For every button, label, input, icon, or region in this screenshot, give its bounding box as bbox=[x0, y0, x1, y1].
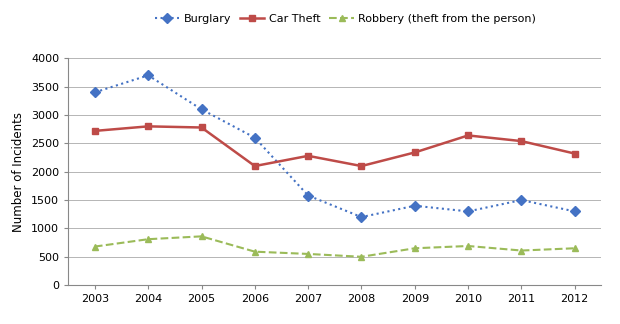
Burglary bbox=[198, 108, 205, 111]
Y-axis label: Number of Incidents: Number of Incidents bbox=[12, 112, 25, 232]
Burglary bbox=[91, 90, 99, 94]
Burglary bbox=[358, 215, 365, 219]
Line: Car Theft: Car Theft bbox=[91, 123, 578, 169]
Car Theft bbox=[411, 150, 418, 154]
Car Theft bbox=[464, 133, 472, 137]
Burglary bbox=[518, 198, 525, 202]
Burglary bbox=[464, 210, 472, 214]
Robbery (theft from the person) bbox=[91, 245, 99, 249]
Robbery (theft from the person) bbox=[411, 246, 418, 250]
Legend: Burglary, Car Theft, Robbery (theft from the person): Burglary, Car Theft, Robbery (theft from… bbox=[155, 14, 536, 24]
Robbery (theft from the person) bbox=[358, 255, 365, 259]
Burglary bbox=[304, 193, 312, 197]
Robbery (theft from the person) bbox=[144, 237, 152, 241]
Car Theft bbox=[518, 139, 525, 143]
Line: Robbery (theft from the person): Robbery (theft from the person) bbox=[91, 233, 578, 260]
Robbery (theft from the person) bbox=[304, 252, 312, 256]
Burglary bbox=[144, 74, 152, 77]
Car Theft bbox=[571, 152, 578, 156]
Robbery (theft from the person) bbox=[251, 250, 259, 254]
Burglary bbox=[251, 136, 259, 140]
Car Theft bbox=[91, 129, 99, 133]
Robbery (theft from the person) bbox=[464, 244, 472, 248]
Robbery (theft from the person) bbox=[198, 235, 205, 238]
Robbery (theft from the person) bbox=[571, 246, 578, 250]
Burglary bbox=[571, 210, 578, 214]
Car Theft bbox=[198, 125, 205, 129]
Line: Burglary: Burglary bbox=[91, 72, 578, 221]
Car Theft bbox=[304, 154, 312, 158]
Car Theft bbox=[144, 124, 152, 128]
Burglary bbox=[411, 204, 418, 208]
Car Theft bbox=[358, 164, 365, 168]
Car Theft bbox=[251, 164, 259, 168]
Robbery (theft from the person) bbox=[518, 249, 525, 252]
